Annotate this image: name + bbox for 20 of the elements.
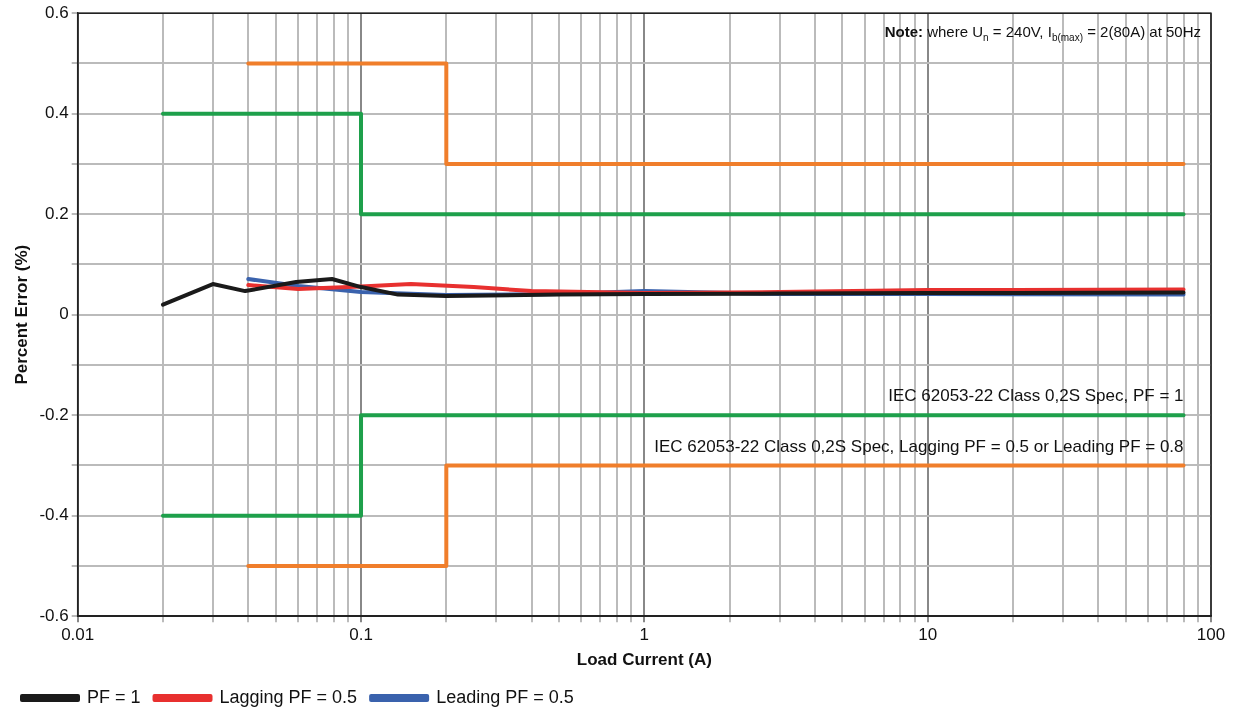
x-tick-label: 100 <box>1196 625 1226 645</box>
annotation: Note: where U$_{n}$ = 240V, I$_{b(max)}$ = 2(80A) at 50Hz <box>884 23 1201 44</box>
annotation: IEC 62053-22 Class 0,2S Spec, Lagging PF = 0.5 or Leading PF = 0.8 <box>654 436 1184 456</box>
y-tick-label: 0 <box>59 304 69 324</box>
y-tick-label: 0.4 <box>45 103 69 123</box>
y-tick-label: -0.2 <box>39 404 69 424</box>
y-tick-label: 0.6 <box>45 2 69 22</box>
y-tick-label: 0.2 <box>45 203 69 223</box>
x-tick-label: 10 <box>918 625 938 645</box>
legend-label: Leading PF = 0.5 <box>436 686 574 707</box>
x-tick-label: 0.01 <box>61 625 95 645</box>
x-axis-title: Load Current (A) <box>576 650 712 670</box>
annotation: IEC 62053-22 Class 0,2S Spec, PF = 1 <box>888 386 1184 406</box>
x-tick-label: 1 <box>639 625 650 645</box>
y-tick-label: -0.6 <box>39 605 69 625</box>
legend-label: Lagging PF = 0.5 <box>219 686 358 707</box>
legend-label: PF = 1 <box>87 686 141 707</box>
y-axis-title: Percent Error (%) <box>11 244 31 385</box>
x-tick-label: 0.1 <box>349 625 373 645</box>
y-tick-label: -0.4 <box>39 505 69 525</box>
